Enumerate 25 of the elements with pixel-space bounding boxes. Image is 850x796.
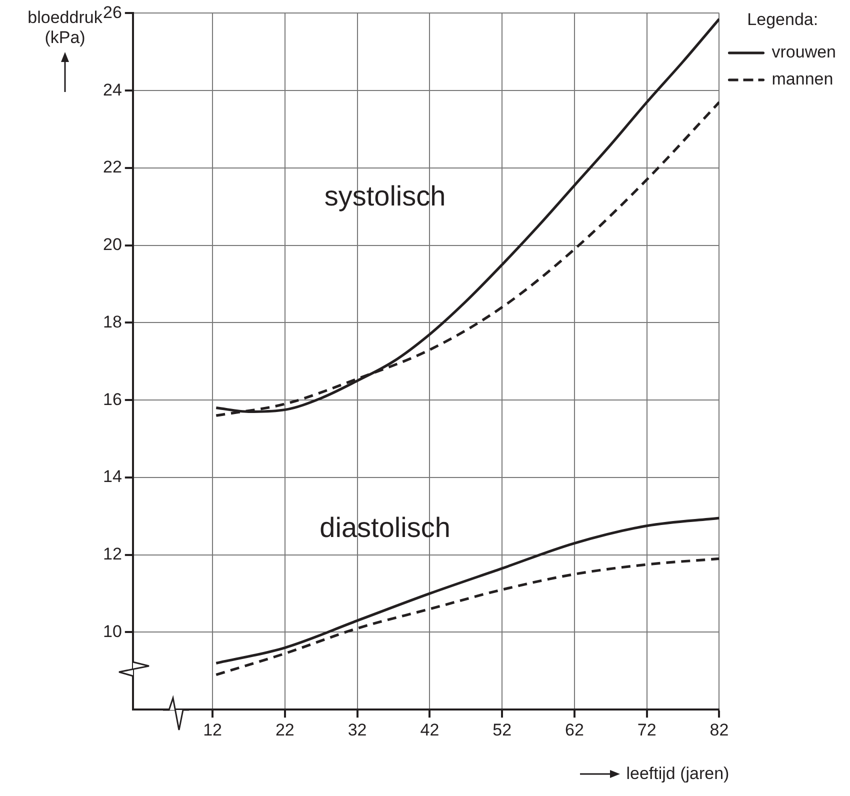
x-tick-label: 62	[565, 720, 584, 740]
x-tick-label: 22	[275, 720, 294, 740]
y-tick-label: 26	[102, 2, 122, 22]
y-tick-label: 14	[102, 467, 122, 486]
y-tick-label: 20	[102, 235, 122, 254]
line-series	[214, 516, 720, 664]
x-tick-label: 42	[420, 720, 440, 740]
legend-label: mannen	[772, 70, 834, 89]
y-tick-label: 22	[102, 158, 122, 177]
x-tick-label: 72	[637, 720, 656, 740]
line-series	[214, 18, 720, 413]
y-tick-label: 12	[102, 544, 122, 564]
legend-label: vrouwen	[772, 42, 836, 62]
y-tick-label: 10	[102, 622, 122, 641]
line-series	[214, 557, 720, 676]
x-axis-title: leeftijd (jaren)	[626, 764, 730, 784]
y-tick-label: 24	[102, 80, 122, 100]
legend-title: Legenda:	[747, 10, 818, 30]
x-tick-label: 52	[492, 720, 512, 740]
y-tick-label: 18	[102, 312, 122, 332]
y-axis-title: bloeddruk (kPa)	[28, 8, 102, 47]
x-tick-label: 32	[348, 720, 367, 740]
y-tick-label: 16	[102, 390, 122, 409]
x-tick-label: 12	[203, 720, 222, 740]
x-tick-label: 82	[710, 720, 729, 740]
